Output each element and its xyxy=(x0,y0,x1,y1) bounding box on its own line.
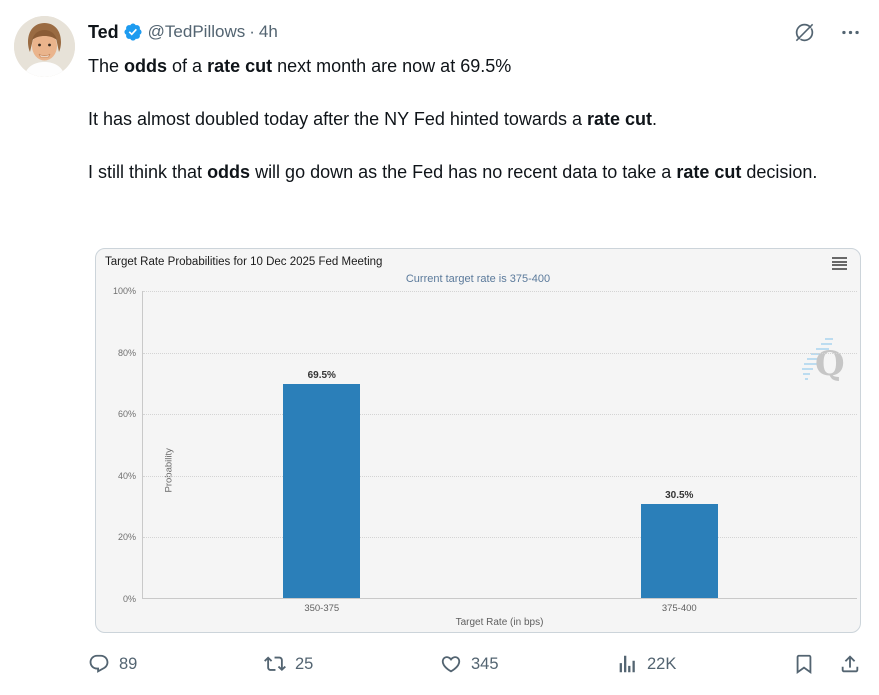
gridline xyxy=(143,291,857,292)
chart-card: Target Rate Probabilities for 10 Dec 202… xyxy=(95,248,861,633)
author-handle[interactable]: @TedPillows xyxy=(147,22,246,41)
like-count: 345 xyxy=(471,654,499,673)
tweet-action-bar: 89 25 345 22K xyxy=(88,646,862,682)
tweet-paragraph: The odds of a rate cut next month are no… xyxy=(88,56,512,76)
author-name[interactable]: Ted xyxy=(88,21,119,42)
retweet-arrows-icon xyxy=(264,656,286,671)
share-button[interactable] xyxy=(838,652,862,676)
gridline xyxy=(143,352,857,354)
tweet-paragraph: I still think that odds will go down as … xyxy=(88,162,818,182)
y-axis-label: Probability xyxy=(163,448,175,493)
like-button[interactable]: 345 xyxy=(440,653,616,675)
y-tick-label: 60% xyxy=(117,409,136,420)
chart-plot: Q Probability 0% 20% 40% 60% 80% 100% 69.5% 350… xyxy=(113,286,857,614)
more-button[interactable] xyxy=(838,20,862,44)
bar-value-label: 69.5% xyxy=(307,369,336,381)
y-tick-label: 40% xyxy=(117,470,136,481)
gridline xyxy=(143,475,857,477)
three-dots-icon xyxy=(841,30,859,34)
speech-bubble-icon xyxy=(89,654,109,673)
grok-button[interactable] xyxy=(792,20,816,44)
gridline xyxy=(143,414,857,416)
avatar[interactable] xyxy=(14,16,75,77)
grok-slashed-circle-icon xyxy=(795,23,814,42)
bar-chart-icon xyxy=(619,655,635,673)
heart-outline-icon xyxy=(441,656,461,673)
author-meta[interactable]: @TedPillows · 4h xyxy=(148,22,278,42)
views-button[interactable]: 22K xyxy=(616,653,792,675)
view-count: 22K xyxy=(647,654,677,673)
gridline xyxy=(143,537,857,539)
share-upload-icon xyxy=(841,655,859,673)
bar-value-label: 30.5% xyxy=(665,490,694,502)
chart-subtitle: Current target rate is 375-400 xyxy=(405,273,551,285)
avatar-photo xyxy=(14,16,75,77)
x-axis-label: Target Rate (in bps) xyxy=(455,617,544,628)
chart-title: Target Rate Probabilities for 10 Dec 202… xyxy=(105,256,383,268)
bookmark-outline-icon xyxy=(796,654,812,675)
x-tick-label: 350-375 xyxy=(304,603,340,614)
chart-menu-button[interactable] xyxy=(832,257,847,271)
probability-bar[interactable] xyxy=(640,504,718,598)
y-tick-label: 100% xyxy=(112,286,136,296)
y-tick-label: 80% xyxy=(117,347,136,358)
meta-separator: · xyxy=(249,22,255,41)
tweet-paragraph: It has almost doubled today after the NY… xyxy=(88,109,658,129)
verified-badge-icon xyxy=(124,23,142,41)
timestamp: 4h xyxy=(258,22,278,41)
x-tick-label: 375-400 xyxy=(661,603,697,614)
svg-text:Q: Q xyxy=(815,344,845,384)
reply-count: 89 xyxy=(119,654,138,673)
reply-button[interactable]: 89 xyxy=(88,653,264,675)
y-tick-label: 0% xyxy=(122,594,136,604)
repost-count: 25 xyxy=(295,654,314,673)
bookmark-button[interactable] xyxy=(792,652,816,676)
y-tick-label: 20% xyxy=(117,532,136,543)
repost-button[interactable]: 25 xyxy=(264,653,440,675)
q-logo-watermark: Q xyxy=(799,335,845,389)
probability-bar[interactable] xyxy=(283,383,361,598)
tweet-header: Ted @TedPillows · 4h xyxy=(88,19,862,45)
tweet-body: The odds of a rate cut next month are no… xyxy=(88,52,833,211)
